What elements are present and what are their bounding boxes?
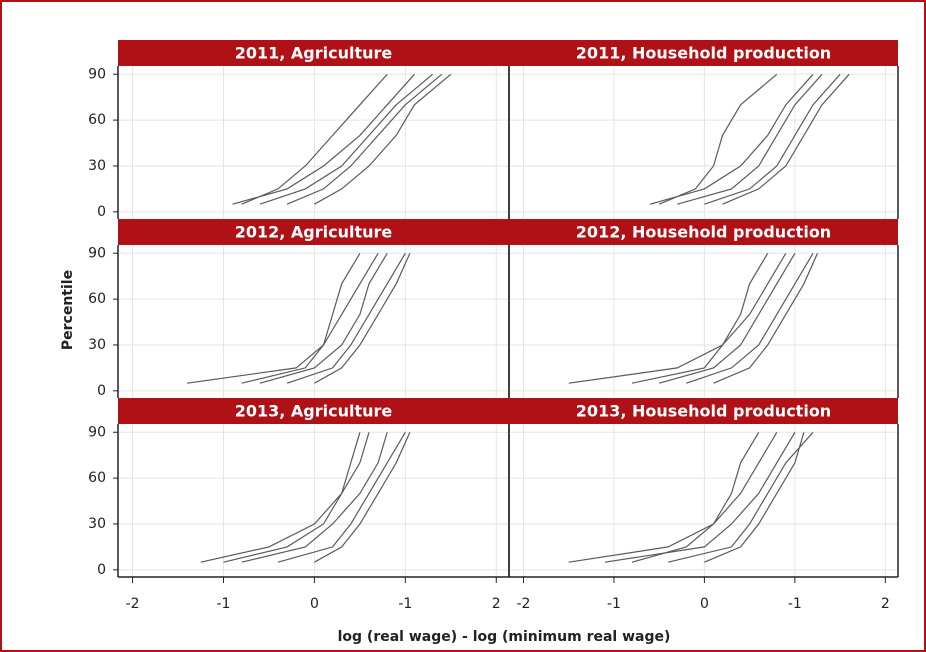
y-tick-label: 0 [97, 204, 106, 220]
curve [604, 431, 796, 563]
curve [631, 252, 769, 384]
panel-title: 2012, Agriculture [235, 223, 393, 242]
curve [568, 431, 778, 563]
panel-title: 2011, Household production [576, 44, 831, 63]
x-tick-label: 0 [700, 596, 709, 612]
curve [286, 252, 406, 384]
curve [314, 253, 411, 384]
strip [509, 40, 898, 66]
curve [241, 73, 388, 205]
panel-title: 2013, Agriculture [235, 402, 393, 421]
curve [722, 73, 850, 205]
curve [686, 252, 814, 384]
x-tick-label: -1 [607, 596, 621, 612]
y-tick-label: 30 [88, 337, 106, 353]
x-tick-label: -1 [216, 596, 230, 612]
curve [314, 432, 411, 563]
curve [713, 253, 819, 384]
curve [631, 431, 760, 563]
strip [118, 219, 509, 245]
x-tick-label: -1 [788, 596, 802, 612]
curve [259, 73, 433, 205]
x-tick-label: -2 [126, 596, 140, 612]
y-tick-label: 90 [88, 66, 106, 82]
curve [649, 73, 814, 205]
panel-title: 2011, Agriculture [235, 44, 393, 63]
y-axis-label: Percentile [60, 270, 76, 350]
y-tick-label: 0 [97, 383, 106, 399]
curve [232, 73, 415, 205]
curve [568, 252, 787, 384]
x-tick-label: -1 [398, 596, 412, 612]
y-tick-label: 90 [88, 424, 106, 440]
strip [118, 398, 509, 424]
x-tick-label: 2 [492, 596, 501, 612]
curve [286, 73, 443, 205]
curve [200, 432, 370, 563]
curve [187, 252, 379, 384]
curve [659, 252, 796, 384]
strip [509, 398, 898, 424]
curve [704, 73, 841, 205]
curve [677, 73, 823, 205]
x-tick-label: 0 [310, 596, 319, 612]
strip [118, 40, 509, 66]
y-tick-label: 30 [88, 158, 106, 174]
curve [259, 252, 388, 384]
panel-title: 2013, Household production [576, 402, 831, 421]
curve [704, 432, 805, 563]
curve [241, 252, 361, 384]
panel-title: 2012, Household production [576, 223, 831, 242]
y-tick-label: 60 [88, 470, 106, 486]
curve [223, 432, 361, 563]
curve [658, 73, 778, 205]
y-tick-label: 60 [88, 112, 106, 128]
curve [314, 73, 452, 205]
strip [509, 219, 898, 245]
y-tick-label: 0 [97, 562, 106, 578]
x-tick-label: -2 [516, 596, 530, 612]
y-tick-label: 60 [88, 291, 106, 307]
curve [241, 432, 388, 563]
x-tick-label: 2 [881, 596, 890, 612]
x-axis-label: log (real wage) - log (minimum real wage… [338, 629, 671, 645]
curve [668, 431, 814, 563]
y-tick-label: 90 [88, 245, 106, 261]
curve [277, 431, 406, 563]
y-tick-label: 30 [88, 516, 106, 532]
